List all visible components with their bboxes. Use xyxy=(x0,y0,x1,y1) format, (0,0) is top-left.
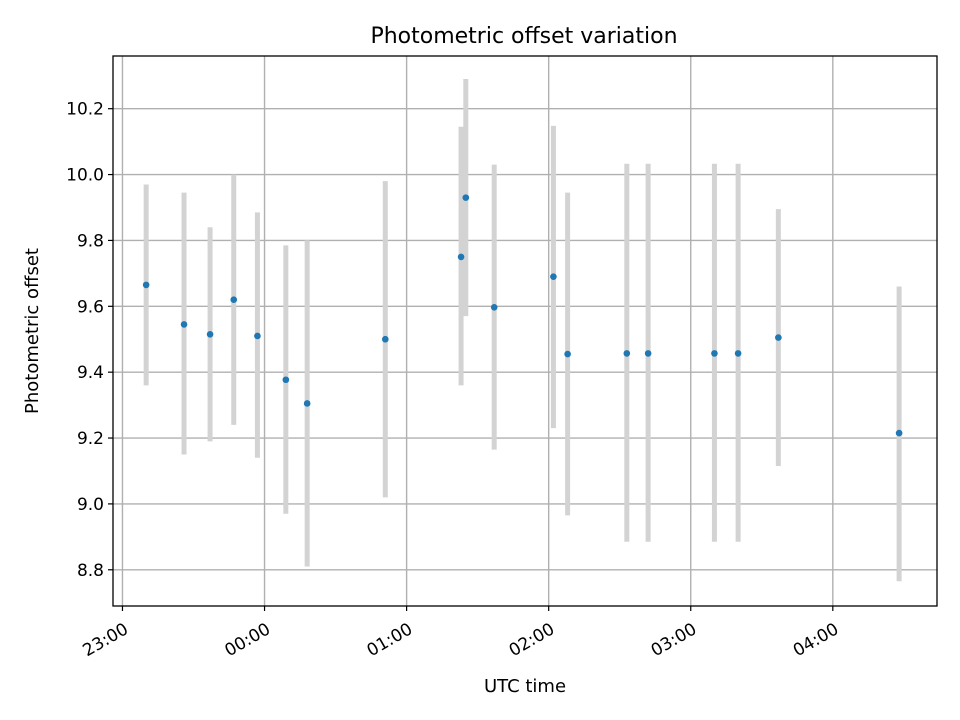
data-point xyxy=(623,350,631,357)
data-point xyxy=(775,334,782,341)
y-tick-label: 9.4 xyxy=(77,363,104,383)
data-point xyxy=(734,350,742,357)
y-tick-label: 8.8 xyxy=(77,561,104,581)
y-tick-label: 10.0 xyxy=(66,166,104,186)
data-point xyxy=(895,429,903,437)
data-point xyxy=(230,296,238,304)
x-axis-label: UTC time xyxy=(484,676,566,697)
data-point xyxy=(711,350,718,357)
data-point xyxy=(142,281,150,289)
y-tick-label: 9.0 xyxy=(77,495,104,515)
data-point xyxy=(462,194,470,201)
y-axis-ticks: 8.8 9.0 9.2 9.4 9.6 9.8 10.0 10.2 xyxy=(66,100,113,581)
data-point xyxy=(490,303,498,311)
y-tick-label: 9.2 xyxy=(77,429,104,449)
plot-frame xyxy=(112,55,938,607)
y-axis-label: Photometric offset xyxy=(22,248,43,414)
data-point xyxy=(564,350,571,358)
data-point xyxy=(457,253,465,261)
data-point xyxy=(254,332,261,340)
data-point xyxy=(644,350,652,357)
data-point xyxy=(180,321,188,328)
y-tick-label: 9.6 xyxy=(77,297,104,317)
data-point xyxy=(206,330,214,338)
y-tick-label: 10.2 xyxy=(66,100,104,120)
y-tick-label: 9.8 xyxy=(77,231,104,251)
data-point xyxy=(381,335,389,343)
data-points xyxy=(142,194,903,437)
data-point xyxy=(282,376,290,384)
chart-title: Photometric offset variation xyxy=(370,24,677,49)
grid xyxy=(113,56,937,606)
data-point xyxy=(303,400,311,407)
data-point xyxy=(550,273,557,280)
